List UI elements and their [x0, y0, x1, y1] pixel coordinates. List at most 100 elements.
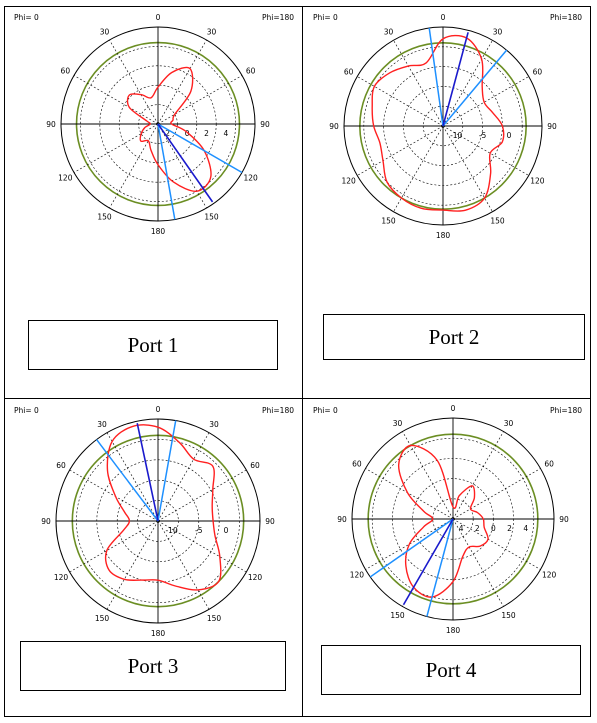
angle-label: 90: [46, 120, 56, 129]
angle-label: 30: [97, 420, 107, 429]
radial-label: 4: [224, 129, 229, 138]
polar-plot-port-1: 0 30 60 90 120 150 180 150 120 90 60 30 Phi= 0 Phi=18…: [14, 13, 294, 236]
beamwidth-line: [157, 420, 177, 522]
grid-spoke: [69, 520, 159, 573]
radial-label: 2: [475, 524, 480, 533]
phi-left-label: Phi= 0: [313, 13, 338, 22]
grid-spoke: [452, 468, 541, 520]
grid-spoke: [365, 468, 454, 520]
angle-label: 30: [209, 420, 219, 429]
main-lobe-line: [157, 123, 214, 203]
main-lobe-line: [136, 423, 159, 522]
radial-label: 4: [459, 524, 464, 533]
table-border-left: [4, 6, 5, 717]
grid-spoke: [393, 40, 444, 127]
grid-spoke: [73, 75, 159, 125]
angle-label: 120: [350, 571, 365, 580]
radial-label: -10: [165, 526, 177, 535]
radial-label: 0: [491, 524, 496, 533]
angle-label: 60: [544, 460, 554, 469]
angle-label: 150: [97, 213, 112, 222]
grid-spoke: [402, 431, 454, 520]
grid-spoke: [452, 518, 504, 607]
angle-label: 180: [446, 626, 461, 635]
grid-spoke: [106, 520, 159, 610]
polar-plot-port-3: 0 30 60 90 120 150 180 150 120 90 60 30 Phi= 0 Phi=18…: [14, 405, 294, 638]
angle-label: 30: [493, 28, 503, 37]
radial-label: 0: [507, 131, 512, 140]
grid-spoke: [357, 76, 444, 127]
radial-label: -5: [479, 131, 487, 140]
angle-label: 150: [95, 614, 110, 623]
phi-left-label: Phi= 0: [14, 13, 39, 22]
angle-label: 0: [451, 404, 456, 413]
angle-label: 180: [151, 227, 166, 236]
table-border-bottom: [4, 716, 591, 717]
angle-label: 60: [250, 461, 260, 470]
angle-label: 30: [393, 419, 403, 428]
angle-label: 60: [61, 67, 71, 76]
chart-cell-port-1: 0 30 60 90 120 150 180 150 120 90 60 30 Phi= 0 Phi=18…: [6, 8, 300, 396]
grid-spoke: [73, 123, 159, 173]
angle-label: 150: [490, 216, 505, 225]
table-divider-horizontal: [4, 398, 591, 399]
angle-label: 60: [533, 68, 543, 77]
angle-label: 150: [207, 614, 222, 623]
grid-spoke: [442, 40, 493, 127]
angle-label: 90: [260, 120, 270, 129]
phi-right-label: Phi=180: [262, 13, 294, 22]
beamwidth-line: [442, 49, 508, 127]
angle-label: 120: [248, 573, 263, 582]
grid-spoke: [157, 123, 207, 209]
polar-plot-port-4: 0 30 60 90 120 150 180 150 120 90 60 30 Phi= 0 Phi=18…: [313, 404, 582, 635]
angle-label: 150: [204, 213, 219, 222]
angle-label: 120: [58, 174, 73, 183]
grid-spoke: [157, 75, 243, 125]
grid-spoke: [452, 431, 504, 520]
table-border-right: [590, 6, 591, 717]
angle-label: 30: [504, 419, 514, 428]
beamwidth-line: [428, 27, 444, 127]
grid-spoke: [442, 125, 493, 212]
angle-label: 90: [329, 122, 339, 131]
grid-spoke: [157, 39, 207, 125]
caption-port-2: Port 2: [323, 314, 585, 360]
radial-label: 2: [165, 129, 170, 138]
grid-spoke: [69, 469, 159, 522]
angle-label: 120: [341, 177, 356, 186]
angle-label: 90: [547, 122, 557, 131]
chart-cell-port-3: 0 30 60 90 120 150 180 150 120 90 60 30 Phi= 0 Phi=18…: [6, 401, 300, 714]
grid-spoke: [442, 125, 529, 176]
angle-label: 90: [337, 515, 347, 524]
angle-label: 60: [352, 460, 362, 469]
radiation-pattern-line: [104, 424, 222, 591]
caption-port-3: Port 3: [20, 641, 286, 691]
chart-cell-port-2: 0 30 60 90 120 150 180 150 120 90 60 30 Phi= 0 Phi=18…: [305, 8, 588, 396]
angle-label: 60: [246, 67, 256, 76]
grid-spoke: [452, 518, 541, 570]
angle-label: 120: [54, 573, 69, 582]
radial-label: 0: [224, 526, 229, 535]
angle-label: 120: [530, 177, 545, 186]
table-border-top: [4, 6, 591, 7]
angle-label: 0: [441, 13, 446, 22]
beamwidth-line: [96, 439, 159, 522]
grid-spoke: [109, 123, 159, 209]
angle-label: 90: [41, 517, 51, 526]
angle-label: 90: [265, 517, 275, 526]
beamwidth-line: [426, 518, 454, 617]
grid-spoke: [157, 469, 247, 522]
beamwidth-line: [369, 518, 454, 578]
phi-left-label: Phi= 0: [14, 406, 39, 415]
angle-label: 180: [436, 231, 451, 240]
phi-right-label: Phi=180: [550, 406, 582, 415]
caption-port-4: Port 4: [321, 645, 581, 695]
angle-label: 180: [151, 629, 166, 638]
angle-label: 120: [244, 174, 259, 183]
radiation-pattern-line: [371, 34, 505, 212]
grid-spoke: [365, 518, 454, 570]
angle-label: 90: [559, 515, 569, 524]
angle-label: 120: [542, 571, 557, 580]
angle-label: 60: [56, 461, 66, 470]
polar-plot-port-2: 0 30 60 90 120 150 180 150 120 90 60 30 Phi= 0 Phi=18…: [313, 13, 582, 240]
